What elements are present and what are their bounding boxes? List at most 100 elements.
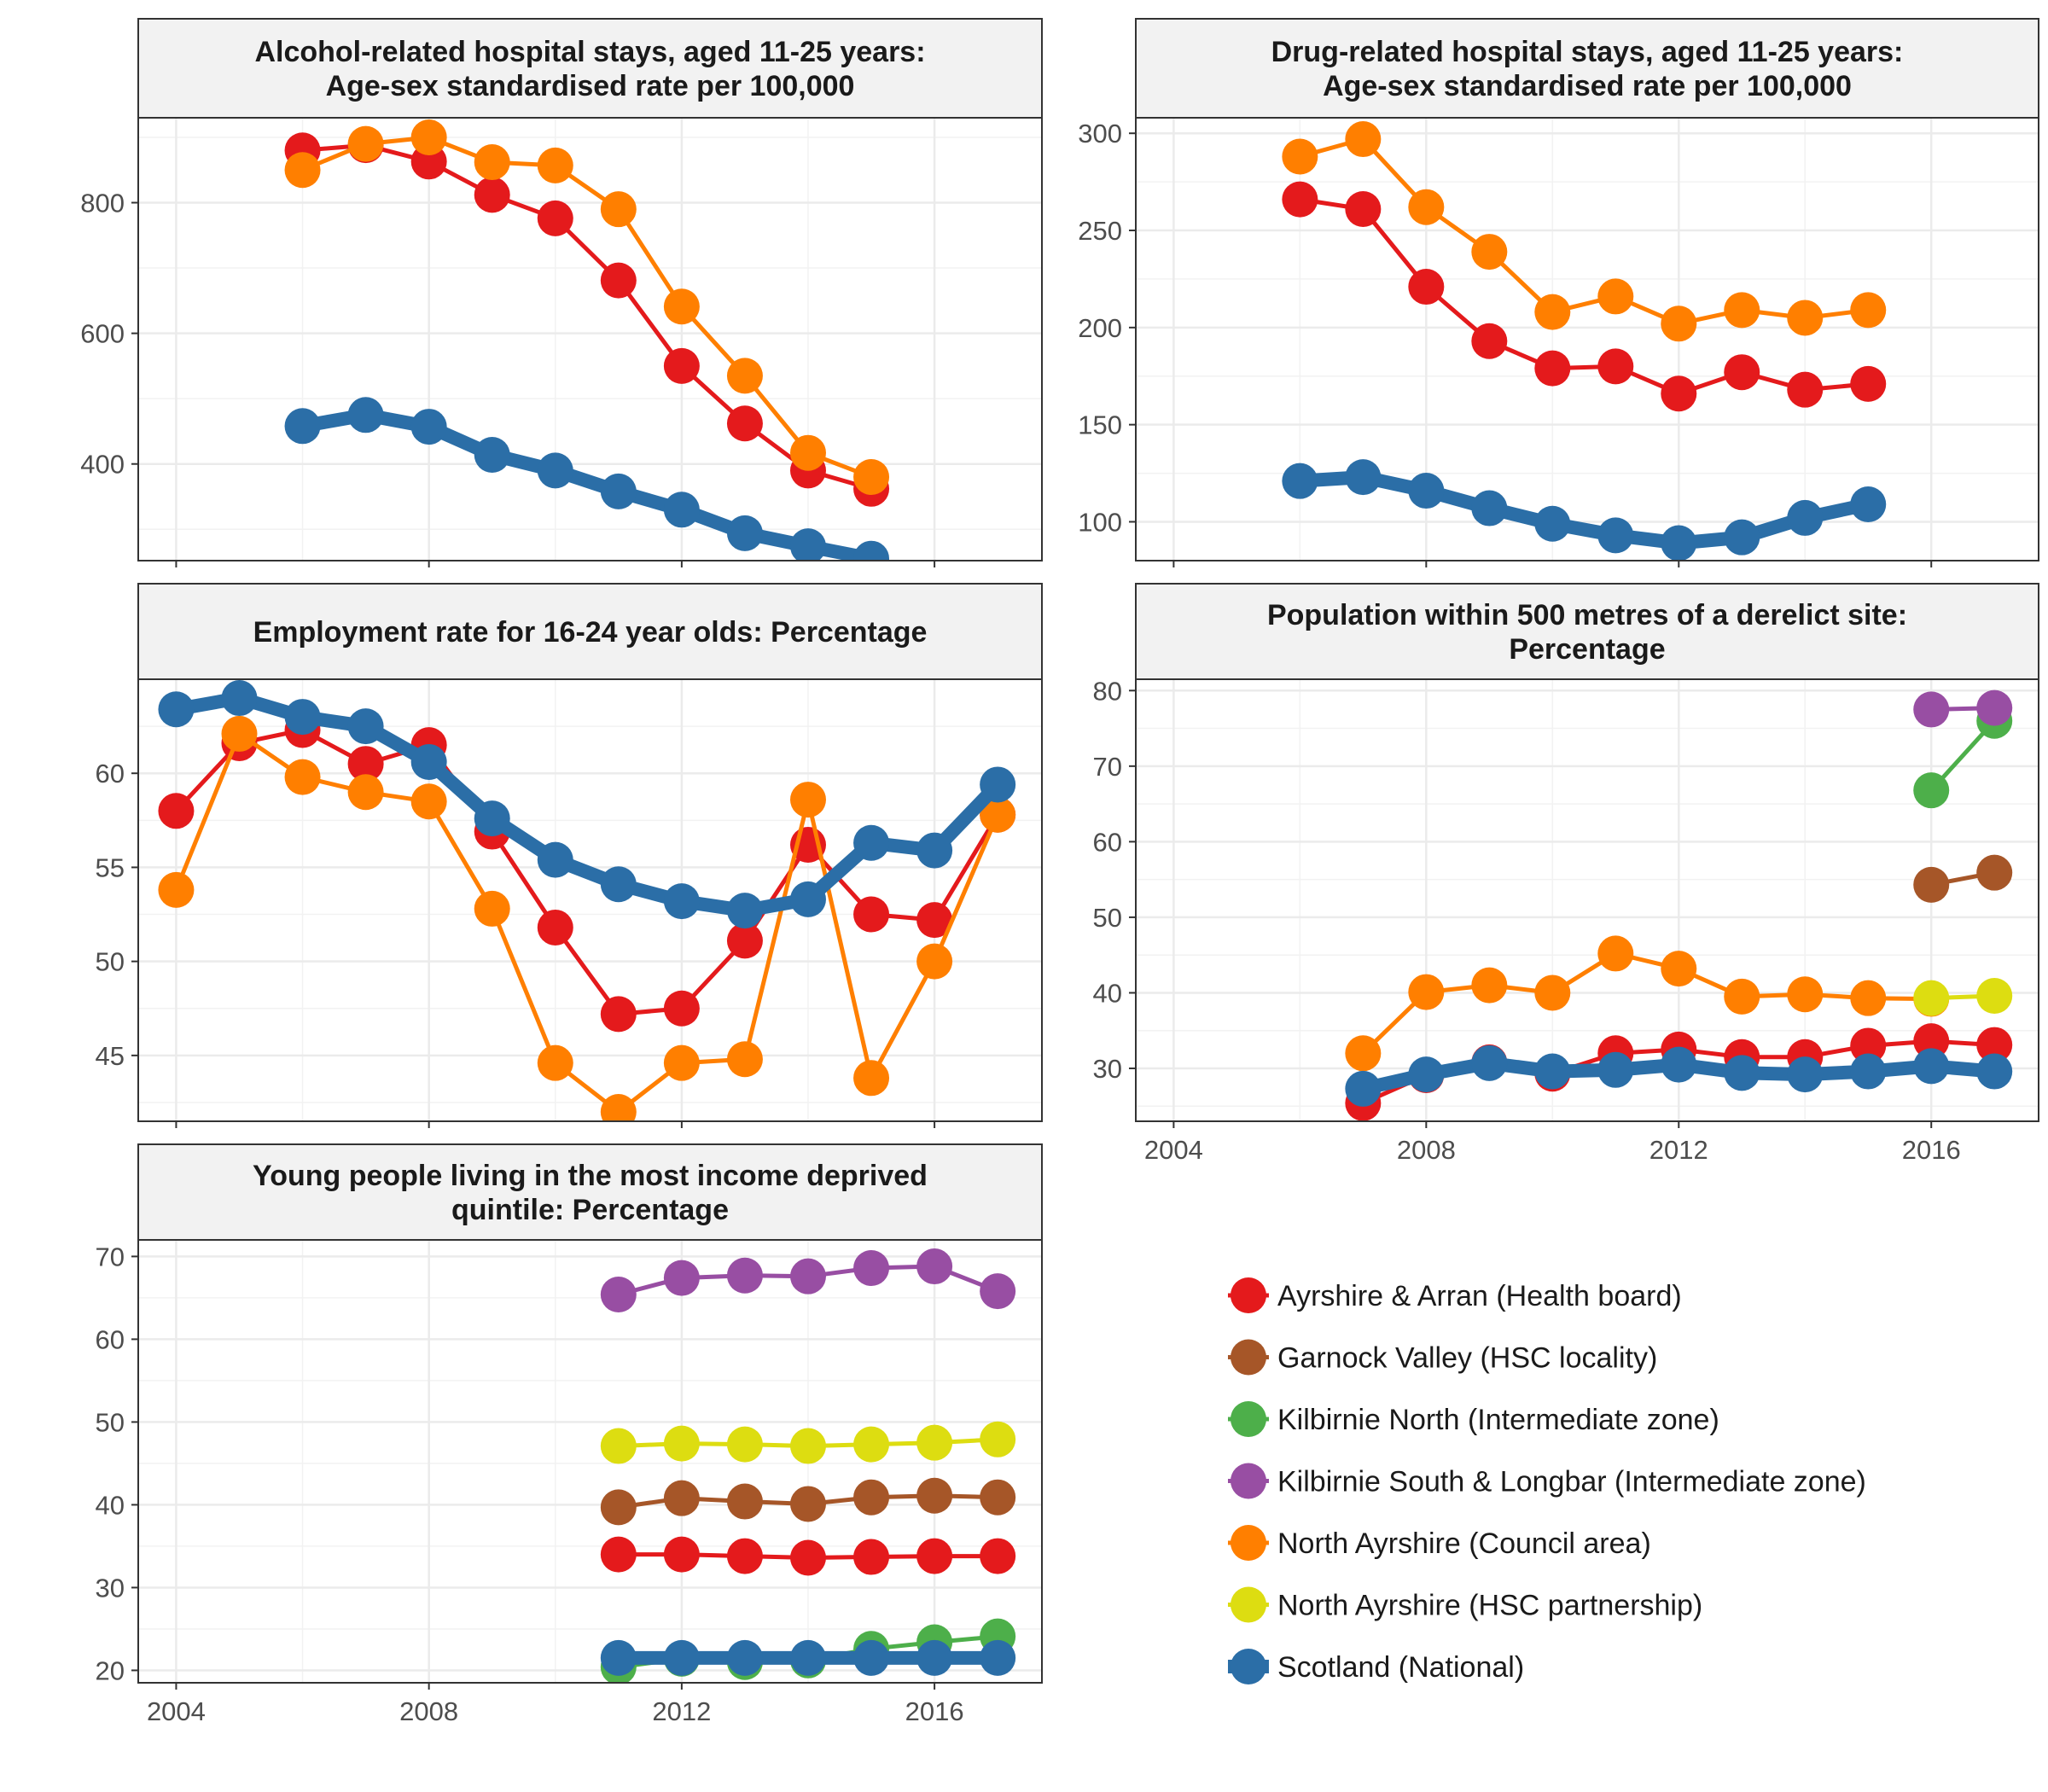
plot-background <box>138 118 1042 561</box>
data-point <box>410 783 447 820</box>
data-point <box>600 262 637 299</box>
y-tick-label: 250 <box>1078 216 1122 246</box>
legend-key-point <box>1231 1463 1266 1499</box>
data-point <box>1408 473 1445 509</box>
y-tick-label: 70 <box>1093 752 1122 782</box>
data-point <box>221 715 258 752</box>
legend-item: North Ayrshire (Council area) <box>1228 1525 1651 1561</box>
data-point <box>1345 1070 1382 1107</box>
data-point <box>537 1044 573 1081</box>
data-point <box>1976 1027 2013 1063</box>
panel-title: quintile: Percentage <box>451 1194 729 1226</box>
panel-2: Drug-related hospital stays, aged 11-25 … <box>1078 18 2039 567</box>
data-point <box>1471 1044 1508 1081</box>
data-layer <box>284 119 890 561</box>
data-point <box>1282 138 1318 175</box>
data-point <box>284 699 321 736</box>
data-point <box>663 1536 700 1573</box>
data-point <box>474 436 510 473</box>
data-point <box>789 1639 826 1676</box>
data-point <box>537 909 573 945</box>
data-point <box>347 746 384 783</box>
data-point <box>1661 1046 1697 1083</box>
data-point <box>916 832 953 869</box>
data-point <box>1787 300 1824 336</box>
data-point <box>726 405 763 442</box>
panel-border <box>1135 678 2039 1122</box>
legend-label: North Ayrshire (HSC partnership) <box>1277 1590 1702 1622</box>
data-point <box>1534 505 1571 542</box>
panel-title: Percentage <box>1509 633 1665 666</box>
y-tick-label: 55 <box>96 852 125 882</box>
data-point <box>158 793 195 829</box>
data-point <box>600 866 637 903</box>
data-point <box>1345 1035 1382 1072</box>
strip-background <box>137 1143 1043 1241</box>
x-tick-label: 2008 <box>399 1696 458 1726</box>
data-point <box>789 1428 826 1464</box>
legend-key-point <box>1231 1339 1266 1376</box>
x-tick-label: 2012 <box>652 1696 711 1726</box>
data-point <box>410 743 447 780</box>
data-point <box>1913 691 1950 728</box>
data-point <box>347 125 384 162</box>
data-point <box>1850 292 1887 329</box>
series-line <box>1297 137 1871 326</box>
data-point <box>916 1248 953 1285</box>
data-point <box>726 922 763 959</box>
data-point <box>1661 951 1697 987</box>
strip-background <box>1135 583 2039 680</box>
y-tick-label: 30 <box>1093 1054 1122 1084</box>
data-point <box>1976 978 2013 1015</box>
legend-key-point <box>1231 1277 1266 1313</box>
data-point <box>600 1489 637 1526</box>
data-point <box>980 1479 1016 1516</box>
data-point <box>1661 525 1697 561</box>
data-layer <box>158 680 1016 1121</box>
data-point <box>789 782 826 818</box>
data-point <box>789 1486 826 1522</box>
data-point <box>853 1639 890 1676</box>
panel-title: Drug-related hospital stays, aged 11-25 … <box>1271 36 1904 68</box>
data-point <box>853 459 890 496</box>
data-point <box>726 1041 763 1078</box>
data-point <box>1408 1056 1445 1093</box>
data-point <box>980 1639 1016 1676</box>
data-point <box>1724 519 1760 556</box>
legend-label: Scotland (National) <box>1277 1651 1524 1684</box>
legend-item: Kilbirnie North (Intermediate zone) <box>1228 1401 1719 1437</box>
data-point <box>1345 459 1382 496</box>
legend-label: Kilbirnie North (Intermediate zone) <box>1277 1404 1719 1436</box>
data-point <box>537 147 573 183</box>
data-point <box>726 1483 763 1520</box>
data-point <box>916 943 953 980</box>
y-tick-label: 20 <box>96 1655 125 1685</box>
data-point <box>1850 486 1887 522</box>
data-point <box>158 871 195 908</box>
series-line <box>1360 951 1934 1056</box>
data-point <box>726 1538 763 1574</box>
legend-item: Scotland (National) <box>1228 1649 1524 1684</box>
data-point <box>980 1538 1016 1574</box>
strip-background <box>137 18 1043 119</box>
legend-label: North Ayrshire (Council area) <box>1277 1527 1651 1560</box>
data-point <box>1724 292 1760 329</box>
data-point <box>1534 350 1571 387</box>
data-point <box>600 1277 637 1313</box>
data-point <box>1345 190 1382 227</box>
data-point <box>1345 121 1382 158</box>
strip-background <box>1135 18 2039 119</box>
panel-title: Employment rate for 16-24 year olds: Per… <box>253 616 928 649</box>
y-tick-label: 45 <box>96 1041 125 1071</box>
y-tick-label: 60 <box>1093 827 1122 857</box>
series-line <box>1293 470 1876 550</box>
data-point <box>980 1273 1016 1310</box>
legend-key-point <box>1231 1586 1266 1623</box>
data-point <box>474 177 510 213</box>
data-point <box>1597 278 1634 315</box>
legend: Ayrshire & Arran (Health board) Garnock V… <box>1228 1277 1866 1684</box>
data-point <box>1850 1053 1887 1090</box>
data-point <box>410 409 447 445</box>
x-tick-label: 2004 <box>1144 1135 1203 1165</box>
data-point <box>1661 375 1697 412</box>
